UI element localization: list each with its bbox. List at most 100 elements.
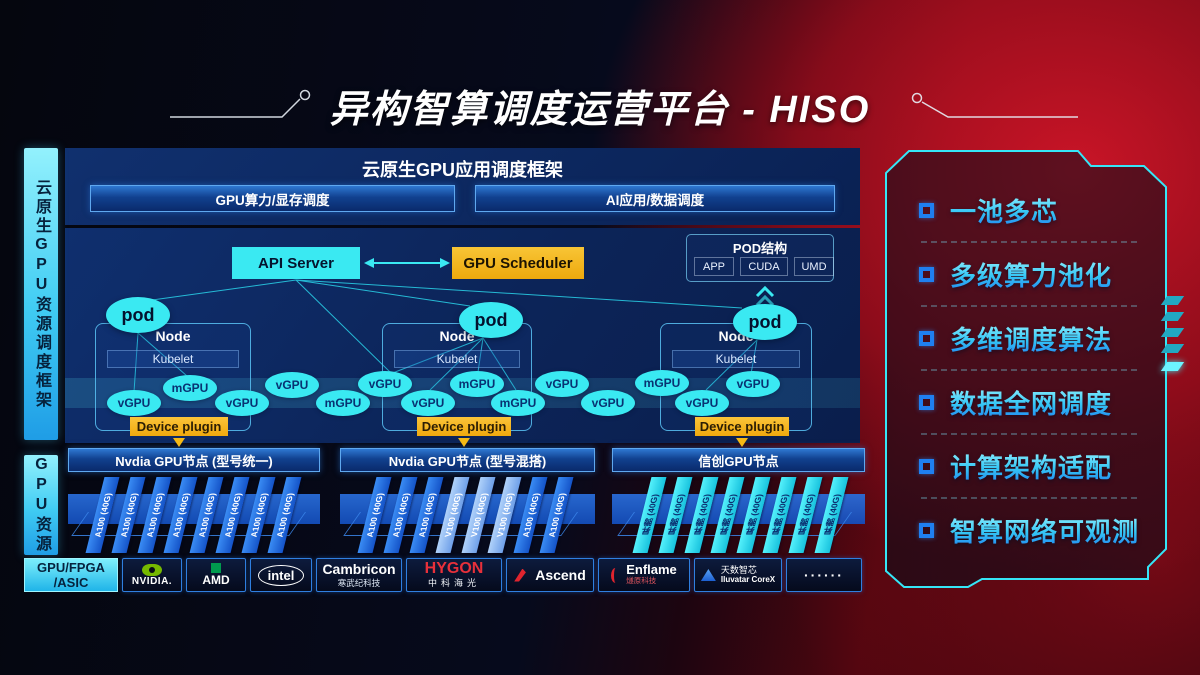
rail-gpu-resource: GPU资源 [24, 455, 58, 555]
nvidia-logo-icon [142, 563, 162, 576]
node-title: Node [155, 328, 191, 344]
checkbox-icon [919, 202, 934, 218]
pod-cell-umd: UMD [794, 257, 834, 276]
vendor-sublabel: Iluvatar CoreX [720, 575, 776, 584]
gpu-ellipse: vGPU [535, 371, 589, 397]
vendor-label: NVIDIA. [131, 575, 173, 587]
ellipsis-label: ······ [804, 567, 844, 583]
vendor-label: Cambricon [322, 561, 396, 577]
arrow-down-icon [173, 438, 185, 447]
vendor-label: Ascend [535, 567, 586, 583]
gpu-ellipse: vGPU [581, 390, 635, 416]
checkbox-icon [919, 458, 934, 474]
scheduling-panel-title: 云原生GPU应用调度框架 [361, 160, 563, 180]
vendor-ascend: Ascend [506, 558, 594, 592]
pod-ellipse: pod [106, 297, 170, 333]
gpu-ellipse: mGPU [163, 375, 217, 401]
pod-structure-title: POD结构 [732, 241, 788, 256]
divider [921, 497, 1137, 499]
gpu-ellipse: mGPU [635, 370, 689, 396]
vendor-label: Enflame [626, 562, 677, 577]
feature-item: 计算架构适配 [919, 446, 1149, 486]
gpu-ellipse: vGPU [401, 390, 455, 416]
divider [921, 241, 1137, 243]
gpu-card-stack-2: A100 (40G) A100 (40G) A100 (40G) V100 (40G)… [357, 477, 574, 553]
vendor-label: 天数智芯 [720, 565, 757, 575]
feature-label: 多维调度算法 [950, 320, 1112, 357]
gpu-ellipse: vGPU [215, 390, 269, 416]
gpu-ellipse: vGPU [358, 371, 412, 397]
arrow-down-icon [458, 438, 470, 447]
gpu-card-stack-3: 昇腾 (40G) 昇腾 (40G) 昇腾 (40G) 昇腾 (40G) 昇腾 (40G)… [632, 477, 849, 553]
gpu-node-bar-uniform: Nvdia GPU节点 (型号统一) [68, 448, 320, 472]
feature-panel-frame [885, 150, 1167, 588]
vendor-label: AMD [202, 573, 230, 587]
rail-cloud-native-gpu-framework: 云原生GPU资源调度框架 [24, 148, 58, 440]
kubelet-bar: Kubelet [672, 350, 800, 368]
vendor-enflame: Enflame 燧原科技 [598, 558, 690, 592]
device-plugin-box: Device plugin [417, 417, 511, 436]
pod-ellipse: pod [733, 304, 797, 340]
checkbox-icon [919, 330, 934, 346]
vendor-sublabel: 中科海光 [427, 578, 480, 588]
feature-item: 多级算力池化 [919, 254, 1149, 294]
vendor-sublabel: 燧原科技 [626, 576, 657, 585]
gpu-card-stack-1: A100 (40G) A100 (40G) A100 (40G) A100 (40G)… [85, 477, 302, 553]
arrow-down-icon [736, 438, 748, 447]
api-server-box: API Server [232, 247, 360, 279]
gpu-node-bar-xinchuang: 信创GPU节点 [612, 448, 865, 472]
vendor-amd: AMD [186, 558, 246, 592]
checkbox-icon [919, 522, 934, 538]
vendor-hygon: HYGON 中科海光 [406, 558, 502, 592]
feature-item: 智算网络可观测 [919, 510, 1149, 550]
page-title: 异构智算调度运营平台 - HISO [329, 89, 871, 131]
gpu-ellipse: mGPU [491, 390, 545, 416]
gpu-ellipse: mGPU [450, 371, 504, 397]
checkbox-icon [919, 266, 934, 282]
bar-gpu-compute-scheduling: GPU算力/显存调度 [90, 185, 455, 212]
device-plugin-box: Device plugin [695, 417, 789, 436]
gpu-ellipse: vGPU [675, 390, 729, 416]
divider [921, 433, 1137, 435]
vendor-nvidia: NVIDIA. [122, 558, 182, 592]
feature-item: 一池多芯 [919, 190, 1149, 230]
feature-label: 计算架构适配 [950, 448, 1112, 485]
pod-cell-app: APP [694, 257, 734, 276]
vendor-intel: intel [250, 558, 312, 592]
ascend-logo-icon [514, 568, 526, 582]
chip-type-line2: /ASIC [53, 575, 89, 590]
vendor-sublabel: 寒武纪科技 [337, 578, 381, 588]
feature-label: 数据全网调度 [950, 384, 1112, 421]
divider [921, 369, 1137, 371]
vendor-iluvatar: 天数智芯 Iluvatar CoreX [694, 558, 782, 592]
gpu-ellipse: mGPU [316, 390, 370, 416]
vendor-more: ······ [786, 558, 862, 592]
iluvatar-logo-icon [700, 569, 716, 581]
gpu-ellipse: vGPU [107, 390, 161, 416]
gpu-ellipse: vGPU [726, 371, 780, 397]
intel-logo-icon: intel [257, 564, 305, 586]
feature-list: 一池多芯 多级算力池化 多维调度算法 数据全网调度 计算架构适配 智算网络可观测 [919, 190, 1149, 550]
gpu-node-bar-mixed: Nvdia GPU节点 (型号混搭) [340, 448, 595, 472]
feature-panel: 一池多芯 多级算力池化 多维调度算法 数据全网调度 计算架构适配 智算网络可观测 [885, 150, 1167, 588]
amd-logo-icon [211, 563, 221, 573]
kubelet-bar: Kubelet [394, 350, 520, 368]
device-plugin-box: Device plugin [130, 417, 228, 436]
pod-ellipse: pod [459, 302, 523, 338]
pod-structure-box [686, 234, 834, 282]
bar-ai-data-scheduling: AI应用/数据调度 [475, 185, 835, 212]
feature-item: 数据全网调度 [919, 382, 1149, 422]
feature-item: 多维调度算法 [919, 318, 1149, 358]
divider [921, 305, 1137, 307]
vendor-cambricon: Cambricon 寒武纪科技 [316, 558, 402, 592]
enflame-logo-icon [611, 567, 620, 583]
pod-cell-cuda: CUDA [740, 257, 788, 276]
feature-label: 多级算力池化 [950, 256, 1112, 293]
chip-type-line1: GPU/FPGA [37, 560, 105, 575]
gpu-ellipse: vGPU [265, 372, 319, 398]
checkbox-icon [919, 394, 934, 410]
kubelet-bar: Kubelet [107, 350, 239, 368]
feature-label: 一池多芯 [950, 192, 1058, 229]
chip-type-box: GPU/FPGA /ASIC [24, 558, 118, 592]
vendor-label: HYGON [424, 560, 484, 577]
